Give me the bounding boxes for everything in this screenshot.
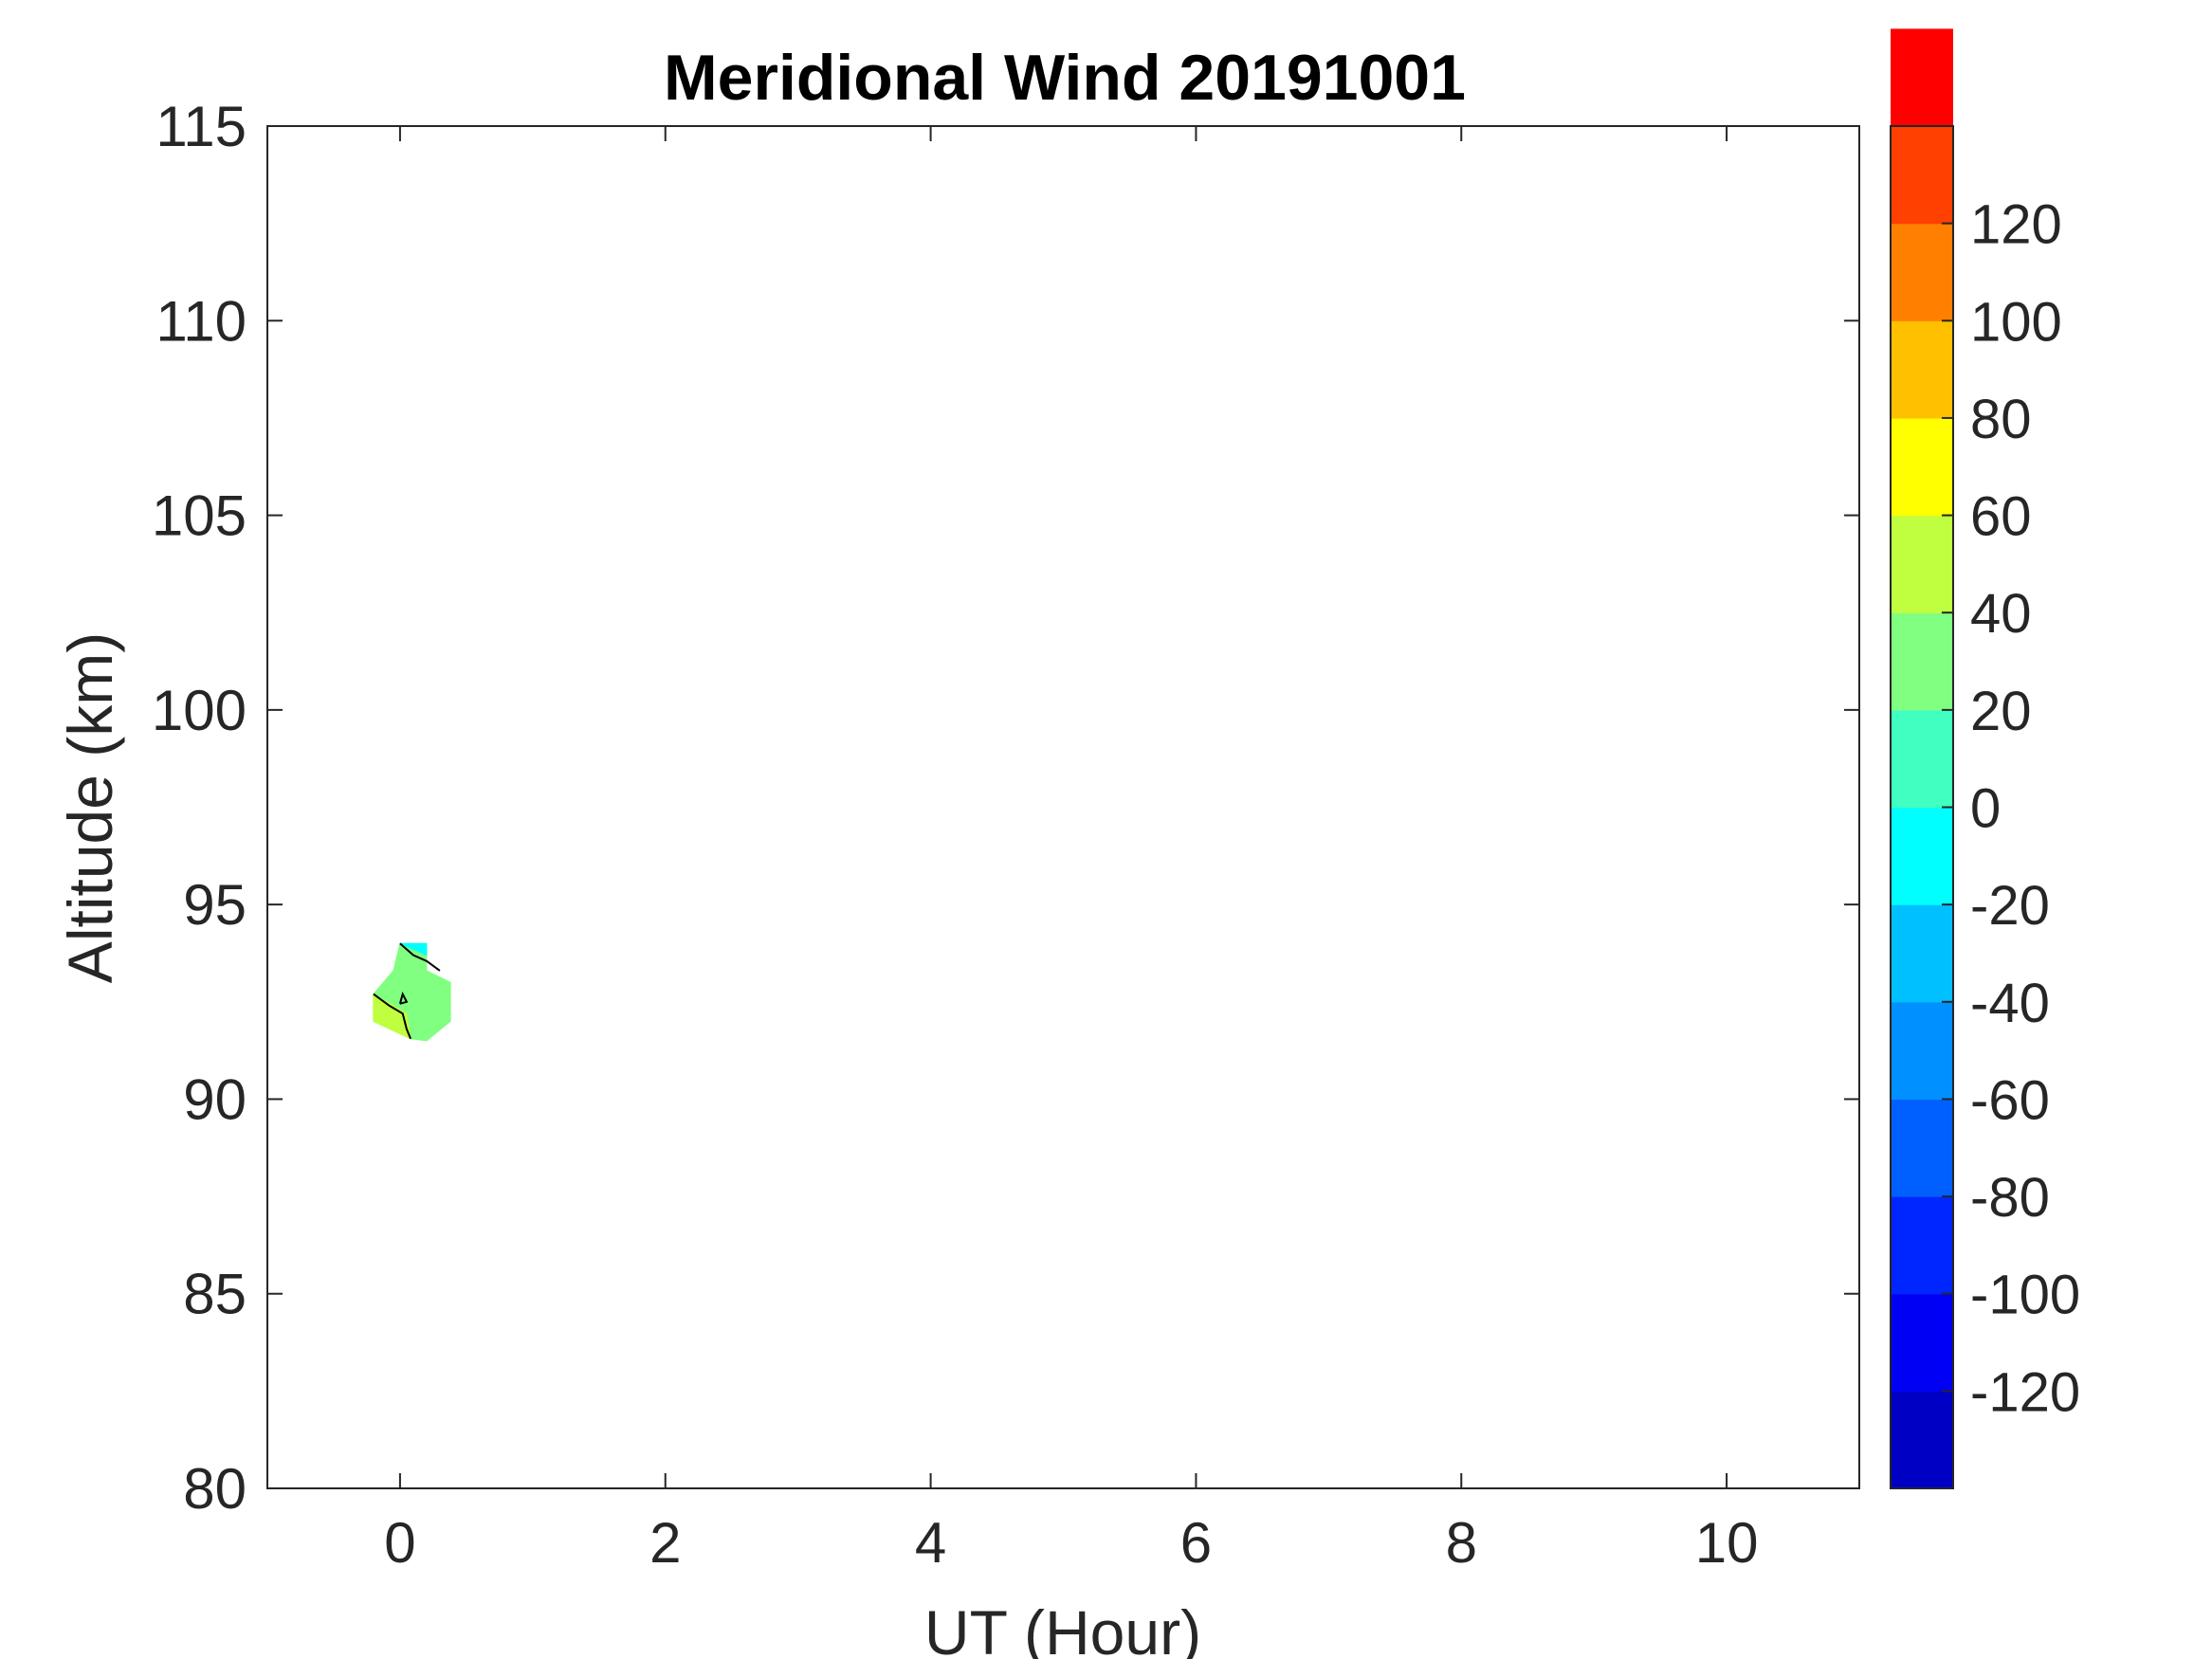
colorbar-swatch xyxy=(1891,1391,1953,1489)
x-tick-label: 10 xyxy=(1695,1511,1759,1575)
plot-area-frame xyxy=(266,125,1860,1489)
colorbar-swatch xyxy=(1891,709,1953,809)
contour-line-1 xyxy=(399,942,441,972)
colorbar-tick-label: 40 xyxy=(1970,583,2032,645)
y-tick-label: 95 xyxy=(183,873,247,937)
y-tick-label: 85 xyxy=(183,1263,247,1326)
colorbar-swatch xyxy=(1891,223,1953,321)
colorbar-swatch xyxy=(1891,807,1953,905)
y-tick-label: 100 xyxy=(152,679,247,742)
data-region-layer xyxy=(373,942,451,1042)
colorbar-tick-label: -100 xyxy=(1970,1265,2080,1326)
colorbar-swatch xyxy=(1891,515,1953,613)
colorbar-tick-label: -80 xyxy=(1970,1167,2050,1229)
colorbar-tick-label: -20 xyxy=(1970,875,2050,937)
y-tick-label: 115 xyxy=(155,95,247,158)
y-tick-label: 105 xyxy=(152,484,247,548)
colorbar-swatch xyxy=(1891,1196,1953,1295)
colorbar-swatch xyxy=(1891,1001,1953,1101)
colorbar-tick-label: 60 xyxy=(1970,486,2032,548)
x-axis-label: UT (Hour) xyxy=(924,1597,1201,1659)
wind-region-1 xyxy=(373,993,411,1040)
contour-line-0 xyxy=(373,993,412,1040)
chart-title: Meridional Wind 20191001 xyxy=(664,42,1466,114)
y-tick-label: 90 xyxy=(183,1067,247,1131)
colorbar-swatch xyxy=(1891,126,1953,225)
x-tick-label: 2 xyxy=(649,1511,681,1575)
colorbar-tick-label: -60 xyxy=(1970,1069,2050,1131)
colorbar-tick-label: 0 xyxy=(1970,778,2001,840)
x-tick-label: 4 xyxy=(915,1511,946,1575)
colorbar-tick-label: 120 xyxy=(1970,194,2062,256)
x-tick-label: 8 xyxy=(1446,1511,1477,1575)
colorbar-swatch xyxy=(1891,320,1953,419)
wind-region-2 xyxy=(399,942,428,957)
colorbar-swatch xyxy=(1891,1099,1953,1197)
y-axis: 80 85 90 95 100 105 110 115 xyxy=(152,95,1859,1521)
x-tick-label: 6 xyxy=(1180,1511,1212,1575)
colorbar-tick-label: -120 xyxy=(1970,1361,2080,1423)
y-axis-label: Altitude (km) xyxy=(55,632,125,983)
colorbar: -120 -100 -80 -60 -40 -20 0 20 40 60 80 100 120 xyxy=(1890,28,2080,1489)
colorbar-swatch xyxy=(1891,612,1953,711)
colorbar-swatch xyxy=(1891,904,1953,1003)
y-tick-label: 80 xyxy=(183,1457,247,1521)
colorbar-tick-label: -40 xyxy=(1970,973,2050,1034)
colorbar-tick-label: 100 xyxy=(1970,291,2062,353)
colorbar-swatch xyxy=(1891,417,1953,517)
y-tick-label: 110 xyxy=(155,289,247,353)
x-tick-label: 0 xyxy=(384,1511,415,1575)
contour-line-layer xyxy=(373,942,441,1040)
colorbar-swatch xyxy=(1891,28,1953,127)
colorbar-tick-label: 80 xyxy=(1970,389,2032,450)
contour-line-2 xyxy=(398,991,409,1005)
colorbar-tick-label: 20 xyxy=(1970,681,2032,742)
x-axis: 0 2 4 6 8 10 xyxy=(384,126,1758,1575)
colorbar-swatch xyxy=(1891,1293,1953,1392)
